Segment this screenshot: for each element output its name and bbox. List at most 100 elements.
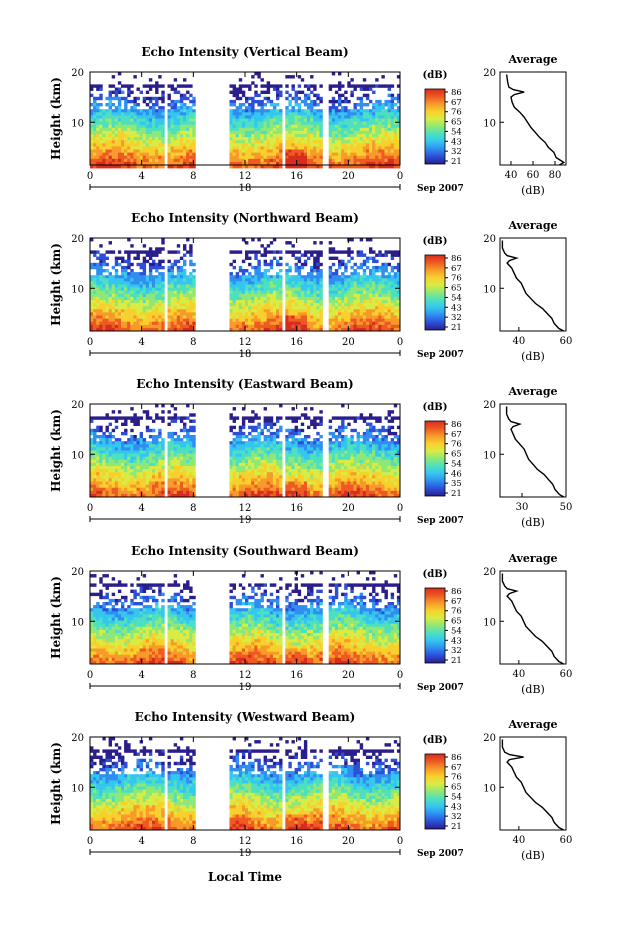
heatmap-cell — [387, 275, 391, 279]
heatmap-cell — [384, 149, 388, 153]
heatmap-cell — [235, 272, 240, 276]
heatmap-cell — [294, 118, 298, 122]
heatmap-cell — [167, 103, 171, 107]
heatmap-cell — [145, 109, 150, 113]
heatmap-cell — [297, 300, 302, 304]
heatmap-cell — [375, 158, 379, 163]
heatmap-cell — [365, 152, 370, 156]
heatmap-cell — [121, 112, 125, 116]
heatmap-cell — [232, 419, 236, 423]
heatmap-cell — [288, 161, 292, 166]
heatmap-cell — [316, 115, 320, 119]
heatmap-cell — [294, 256, 298, 260]
heatmap-cell — [139, 321, 143, 326]
heatmap-cell — [248, 425, 252, 430]
heatmap-cell — [393, 250, 398, 254]
heatmap-cell — [316, 118, 320, 122]
heatmap-cell — [356, 265, 360, 270]
heatmap-cell — [365, 103, 370, 107]
heatmap-cell — [142, 127, 147, 132]
heatmap-cell — [232, 284, 236, 288]
heatmap-cell — [251, 478, 255, 482]
heatmap-cell — [319, 118, 323, 122]
heatmap-cell — [248, 161, 252, 166]
heatmap-cell — [276, 121, 280, 125]
heatmap-cell — [316, 250, 320, 254]
heatmap-cell — [350, 137, 354, 141]
heatmap-cell — [90, 284, 94, 288]
heatmap-cell — [155, 296, 159, 301]
heatmap-cell — [353, 146, 357, 150]
heatmap-cell — [158, 490, 162, 495]
heatmap-cell — [93, 137, 97, 141]
heatmap-cell — [232, 459, 236, 464]
heatmap-cell — [176, 456, 181, 461]
heatmap-cell — [186, 275, 190, 279]
heatmap-cell — [390, 290, 395, 295]
heatmap-cell — [241, 462, 246, 467]
heatmap-cell — [248, 306, 252, 310]
heatmap-cell — [158, 165, 162, 169]
heatmap-cell — [121, 459, 125, 464]
heatmap-cell — [319, 309, 323, 313]
heatmap-cell — [347, 318, 351, 322]
heatmap-cell — [245, 472, 249, 476]
heatmap-cell — [158, 493, 162, 498]
heatmap-cell — [127, 290, 131, 295]
colorbar-tick-label: 65 — [451, 118, 462, 128]
heatmap-cell — [316, 158, 320, 163]
heatmap-cell — [338, 250, 342, 254]
heatmap-cell — [350, 238, 354, 242]
heatmap-cell — [285, 281, 289, 285]
heatmap-cell — [99, 493, 103, 498]
heatmap-cell — [338, 281, 342, 285]
heatmap-cell — [319, 269, 323, 273]
heatmap-cell — [229, 137, 233, 141]
heatmap-cell — [130, 315, 134, 319]
heatmap-cell — [257, 324, 261, 329]
heatmap-cell — [173, 143, 178, 147]
heatmap-cell — [136, 287, 140, 291]
heatmap-cell — [170, 303, 174, 307]
heatmap-cell — [93, 127, 97, 132]
heatmap-cell — [145, 121, 150, 125]
heatmap-cell — [372, 118, 376, 122]
heatmap-cell — [248, 143, 252, 147]
heatmap-cell — [93, 318, 97, 322]
heatmap-cell — [338, 287, 342, 291]
heatmap-cell — [313, 103, 317, 107]
heatmap-cell — [319, 165, 323, 169]
heatmap-cell — [133, 450, 137, 454]
heatmap-cell — [359, 99, 364, 104]
heatmap-cell — [387, 165, 391, 169]
heatmap-cell — [145, 146, 150, 150]
heatmap-cell — [238, 275, 243, 279]
heatmap-cell — [276, 165, 280, 169]
heatmap-cell — [291, 87, 295, 91]
heatmap-cell — [167, 109, 171, 113]
heatmap-cell — [248, 103, 252, 107]
heatmap-cell — [155, 155, 159, 160]
heatmap-cell — [266, 134, 271, 138]
heatmap-cell — [285, 84, 289, 88]
heatmap-cell — [114, 143, 119, 147]
heatmap-cell — [148, 484, 153, 488]
heatmap-cell — [189, 278, 193, 282]
heatmap-cell — [248, 278, 252, 282]
heatmap-cell — [260, 134, 264, 138]
heatmap-cell — [161, 155, 165, 160]
heatmap-cell — [232, 146, 236, 150]
heatmap-cell — [176, 165, 181, 169]
heatmap-cell — [269, 318, 274, 322]
heatmap-cell — [341, 124, 345, 129]
heatmap-cell — [127, 158, 131, 163]
heatmap-cell — [176, 466, 181, 470]
heatmap-cell — [183, 253, 187, 257]
heatmap-cell — [331, 327, 336, 332]
heatmap-cell — [161, 300, 165, 304]
heatmap-cell — [269, 121, 274, 125]
colorbar-tick-label: 65 — [451, 284, 462, 294]
heatmap-cell — [248, 312, 252, 316]
heatmap-cell — [390, 256, 395, 260]
heatmap-cell — [328, 265, 333, 270]
